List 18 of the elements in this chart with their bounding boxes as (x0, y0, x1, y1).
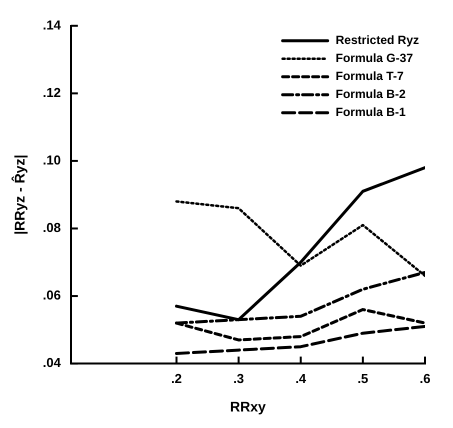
legend-label: Restricted Ryz (336, 33, 420, 48)
y-tick-label: .14 (42, 17, 62, 32)
x-tick-label: .2 (171, 370, 182, 386)
legend-label: Formula B-2 (336, 87, 406, 102)
y-tick-label: .10 (42, 152, 61, 168)
legend-label: Formula B-1 (336, 105, 406, 120)
y-tick-label: .04 (42, 355, 62, 370)
x-tick-label: .5 (357, 370, 368, 386)
y-tick-label: .06 (42, 288, 61, 303)
x-tick-label: .6 (420, 370, 430, 386)
y-tick-label: .08 (42, 220, 61, 236)
legend-label: Formula G-37 (336, 51, 414, 66)
x-tick-label: .4 (295, 370, 307, 386)
x-tick-label: .3 (233, 370, 244, 386)
x-axis-title: RRxy (230, 398, 266, 414)
y-axis-title: |RRyz - R̂yz| (10, 154, 28, 235)
y-tick-label: .12 (42, 84, 61, 100)
legend-label: Formula T-7 (336, 69, 404, 84)
